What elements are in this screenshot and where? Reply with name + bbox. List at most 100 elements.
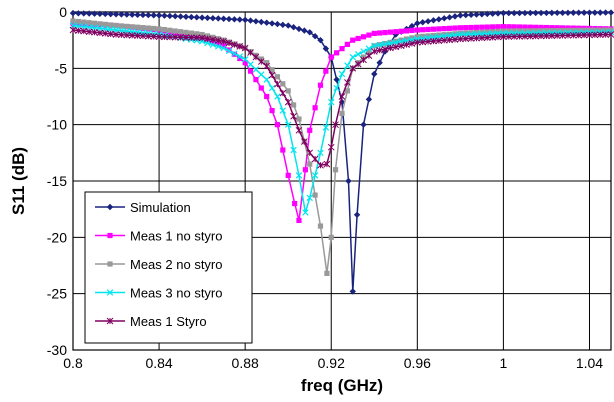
marker-asterisk <box>96 29 104 37</box>
marker-diamond <box>532 9 539 17</box>
marker-diamond <box>430 17 437 24</box>
marker-square <box>447 31 453 37</box>
marker-asterisk <box>376 46 384 54</box>
marker-x <box>69 22 77 29</box>
marker-square <box>140 25 146 31</box>
marker-diamond <box>527 9 534 17</box>
marker-asterisk <box>408 40 416 47</box>
marker-x <box>295 172 303 179</box>
marker-asterisk <box>123 31 131 39</box>
marker-diamond <box>414 20 421 27</box>
marker-diamond <box>473 11 480 18</box>
marker-asterisk <box>279 89 287 97</box>
marker-x <box>333 84 340 92</box>
marker-diamond <box>123 11 130 18</box>
marker-diamond <box>236 16 243 23</box>
legend-label: Meas 1 no styro <box>130 229 223 244</box>
marker-square <box>409 27 415 34</box>
marker-x <box>387 40 394 47</box>
marker-asterisk <box>510 33 518 40</box>
marker-square <box>516 28 523 34</box>
marker-diamond <box>204 14 211 22</box>
marker-square <box>457 25 463 31</box>
marker-square <box>511 28 517 34</box>
marker-square <box>247 68 254 74</box>
marker-diamond <box>247 17 254 24</box>
marker-square <box>253 77 259 83</box>
marker-asterisk <box>586 31 593 39</box>
marker-square <box>360 34 367 40</box>
marker-asterisk <box>483 34 491 41</box>
marker-asterisk <box>182 34 190 41</box>
marker-x <box>279 107 287 114</box>
marker-square <box>500 24 506 30</box>
marker-square <box>441 32 447 38</box>
marker-square <box>377 30 383 36</box>
marker-square <box>495 28 501 35</box>
marker-square <box>565 27 571 34</box>
marker-square <box>285 88 291 94</box>
legend-item: Meas 1 no styro <box>95 229 223 244</box>
marker-square <box>430 32 437 39</box>
marker-asterisk <box>365 52 373 60</box>
marker-asterisk <box>451 36 459 43</box>
marker-square <box>108 22 114 28</box>
marker-asterisk <box>198 34 206 42</box>
marker-asterisk <box>263 62 271 70</box>
marker-asterisk <box>166 33 174 41</box>
marker-square <box>344 88 350 94</box>
marker-square <box>543 28 550 34</box>
marker-diamond <box>177 13 184 20</box>
marker-square <box>511 24 517 30</box>
marker-x <box>344 62 351 69</box>
y-tick-label: -30 <box>47 342 67 358</box>
marker-square <box>215 41 221 47</box>
marker-asterisk <box>446 36 453 44</box>
marker-diamond <box>371 70 378 78</box>
marker-diamond <box>301 27 308 34</box>
marker-diamond <box>139 11 147 19</box>
marker-asterisk <box>118 31 125 39</box>
marker-asterisk <box>338 93 346 100</box>
marker-diamond <box>128 11 136 18</box>
marker-asterisk <box>602 31 609 38</box>
marker-square <box>332 167 339 173</box>
y-tick-label: -10 <box>47 117 67 133</box>
marker-square <box>70 18 76 24</box>
marker-x <box>317 149 324 157</box>
marker-diamond <box>376 59 383 66</box>
marker-square <box>473 24 480 30</box>
marker-asterisk <box>489 33 496 41</box>
marker-square <box>522 24 528 30</box>
marker-square <box>350 37 356 43</box>
legend: Simulation Meas 1 no styro Meas 2 no styro… <box>84 191 253 344</box>
marker-asterisk <box>532 32 540 40</box>
marker-diamond <box>268 20 276 27</box>
marker-square <box>393 29 399 35</box>
marker-diamond <box>118 11 125 18</box>
marker-diamond <box>353 211 361 218</box>
marker-asterisk <box>75 27 82 34</box>
marker-x <box>328 98 335 106</box>
legend-label: Simulation <box>130 200 191 215</box>
marker-x <box>252 66 260 73</box>
marker-asterisk <box>559 32 566 39</box>
marker-x <box>215 43 222 50</box>
marker-diamond <box>457 12 464 19</box>
marker-asterisk <box>317 161 324 169</box>
marker-square <box>420 27 426 33</box>
marker-square <box>97 21 103 27</box>
marker-diamond <box>478 11 486 18</box>
plot-border <box>72 11 612 351</box>
marker-diamond <box>451 13 459 20</box>
marker-square <box>334 50 340 56</box>
marker-asterisk <box>290 112 297 120</box>
marker-x <box>360 48 367 55</box>
legend-label: Meas 1 Styro <box>130 314 207 329</box>
marker-diamond <box>537 9 545 17</box>
marker-square <box>269 67 275 73</box>
marker-square <box>559 25 566 31</box>
marker-x <box>209 41 217 48</box>
marker-square <box>151 25 157 32</box>
marker-square <box>430 26 437 32</box>
